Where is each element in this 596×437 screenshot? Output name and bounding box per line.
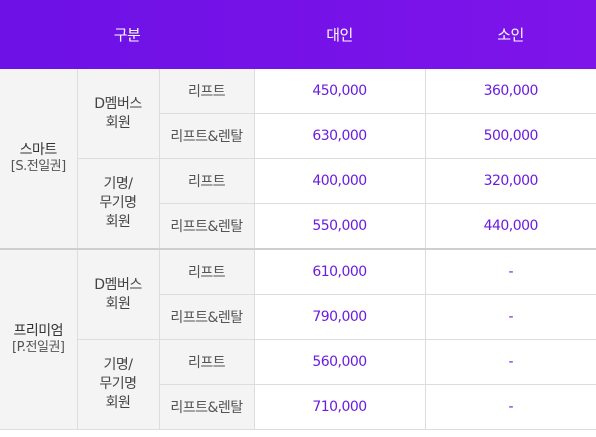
adult-price: 630,000 — [254, 113, 426, 159]
member-line: 회원 — [105, 295, 131, 312]
header-category: 구분 — [113, 26, 141, 44]
child-price: - — [425, 248, 596, 295]
adult-price: 550,000 — [254, 203, 426, 250]
adult-price: 710,000 — [254, 384, 426, 430]
table-row: 리프트&렌탈 790,000 - — [0, 294, 596, 340]
child-price: 320,000 — [425, 158, 596, 204]
group-name: 스마트 — [19, 141, 58, 158]
member-line: 무기명 — [99, 195, 137, 212]
table-row: 프리미엄 [P.전일권] D멤버스 회원 리프트 610,000 - — [0, 248, 596, 430]
table-row: 리프트&렌탈 710,000 - — [0, 384, 596, 430]
table-row: 리프트&렌탈 630,000 500,000 — [0, 113, 596, 159]
adult-price: 450,000 — [254, 69, 426, 114]
member-line: 기명/ — [103, 357, 133, 374]
group-sub: [P.전일권] — [12, 340, 65, 356]
member-type-named: 기명/ 무기명 회원 — [77, 158, 160, 250]
table-header-row: 구분 대인 소인 — [0, 0, 596, 69]
member-line: 회원 — [105, 213, 131, 230]
member-line: D멤버스 — [94, 95, 142, 112]
header-child: 소인 — [497, 26, 524, 44]
plan-label: 리프트 — [159, 158, 255, 204]
plan-label: 리프트&렌탈 — [159, 113, 255, 159]
member-line: 기명/ — [103, 176, 133, 193]
table-row: 기명/ 무기명 회원 리프트 400,000 320,000 — [0, 158, 596, 250]
group-label-smart: 스마트 [S.전일권] — [0, 69, 78, 250]
member-line: 회원 — [105, 114, 131, 131]
member-type-named: 기명/ 무기명 회원 — [77, 339, 160, 430]
group-name: 프리미엄 — [13, 322, 64, 339]
child-price: - — [425, 294, 596, 340]
member-line: 회원 — [105, 394, 131, 411]
plan-label: 리프트 — [159, 69, 255, 114]
group-sub: [S.전일권] — [10, 159, 66, 175]
child-price: 440,000 — [425, 203, 596, 250]
plan-label: 리프트 — [159, 339, 255, 385]
member-line: D멤버스 — [94, 276, 142, 293]
table-row: 스마트 [S.전일권] D멤버스 회원 리프트 450,000 360,000 — [0, 69, 596, 250]
adult-price: 400,000 — [254, 158, 426, 204]
group-label-premium: 프리미엄 [P.전일권] — [0, 248, 78, 430]
child-price: 500,000 — [425, 113, 596, 159]
plan-label: 리프트&렌탈 — [159, 203, 255, 250]
plan-label: 리프트&렌탈 — [159, 294, 255, 340]
table-row: 기명/ 무기명 회원 리프트 560,000 - — [0, 339, 596, 430]
adult-price: 790,000 — [254, 294, 426, 340]
child-price: - — [425, 384, 596, 430]
header-adult: 대인 — [326, 26, 353, 44]
plan-label: 리프트&렌탈 — [159, 384, 255, 430]
adult-price: 610,000 — [254, 248, 426, 295]
member-type-dmembers: D멤버스 회원 — [77, 69, 160, 159]
member-line: 무기명 — [99, 376, 137, 393]
child-price: 360,000 — [425, 69, 596, 114]
table-row: 리프트&렌탈 550,000 440,000 — [0, 203, 596, 250]
adult-price: 560,000 — [254, 339, 426, 385]
child-price: - — [425, 339, 596, 385]
member-type-dmembers: D멤버스 회원 — [77, 248, 160, 340]
plan-label: 리프트 — [159, 248, 255, 295]
